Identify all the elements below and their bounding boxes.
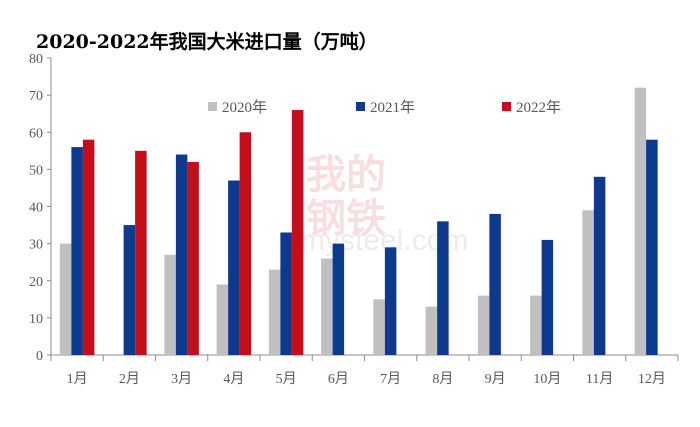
bar-2021年-9月 [489, 213, 501, 355]
x-tick-label: 8月 [432, 371, 453, 387]
bars [59, 87, 658, 355]
legend-label-1: 2021年 [370, 99, 415, 116]
y-tick-label: 50 [29, 163, 43, 178]
bar-2021年-6月 [332, 243, 345, 355]
y-tick-label: 60 [29, 126, 43, 141]
bar-2020年-8月 [425, 306, 438, 355]
tick-labels: 0 10 20 30 40 50 60 70 80 1月 2月 3月 4月 5月 6月 7月 8月 9月 10月 11… [29, 52, 666, 387]
bar-2021年-7月 [384, 247, 397, 355]
bar-2021年-11月 [593, 176, 606, 355]
axes [47, 57, 679, 361]
bar-2021年-5月 [280, 232, 292, 355]
watermark-text-1: 我的 [306, 153, 386, 197]
bar-2020年-11月 [582, 210, 594, 355]
x-tick-label: 2月 [119, 371, 140, 387]
bar-2020年-9月 [477, 295, 490, 355]
bar-2020年-3月 [164, 254, 176, 355]
legend-label-2: 2022年 [516, 99, 561, 116]
y-tick-label: 70 [29, 89, 43, 104]
bar-2022年-5月 [291, 109, 304, 355]
y-tick-label: 40 [29, 201, 43, 216]
legend-swatch-2 [502, 102, 511, 111]
x-tick-label: 9月 [485, 371, 506, 387]
chart-title: 2020-2022年我国大米进口量（万吨） [36, 30, 378, 53]
bar-2020年-12月 [634, 87, 647, 355]
x-tick-label: 10月 [533, 371, 561, 387]
x-tick-label: 4月 [223, 371, 244, 387]
y-tick-label: 20 [29, 275, 43, 290]
y-tick-label: 80 [29, 52, 43, 67]
bar-2021年-12月 [646, 139, 658, 355]
legend: 2020年 2021年 2022年 [208, 99, 561, 116]
watermark-text-2: 钢铁 [306, 197, 386, 241]
bar-2021年-2月 [123, 225, 136, 355]
bar-2020年-10月 [530, 295, 542, 355]
x-tick-label: 12月 [638, 371, 666, 387]
bar-2021年-8月 [437, 221, 449, 355]
bar-2020年-4月 [216, 284, 229, 355]
y-tick-label: 10 [29, 312, 43, 327]
x-tick-label: 11月 [586, 371, 613, 387]
bar-2022年-3月 [187, 161, 199, 355]
x-tick-label: 5月 [276, 371, 297, 387]
bar-2021年-1月 [71, 147, 83, 355]
bar-2021年-4月 [228, 180, 240, 355]
bar-2022年-4月 [239, 132, 252, 355]
legend-swatch-0 [208, 102, 217, 111]
legend-label-0: 2020年 [222, 99, 267, 116]
bar-2021年-10月 [541, 239, 554, 355]
bar-2022年-2月 [135, 150, 147, 355]
x-tick-label: 3月 [171, 371, 192, 387]
legend-swatch-1 [356, 102, 365, 111]
bar-2020年-6月 [321, 258, 333, 355]
y-tick-label: 0 [36, 349, 43, 364]
bar-2020年-5月 [268, 269, 281, 355]
bar-2020年-7月 [373, 299, 385, 355]
y-tick-label: 30 [29, 238, 43, 253]
x-tick-label: 6月 [328, 371, 349, 387]
x-tick-label: 1月 [67, 371, 88, 387]
bar-2022年-1月 [82, 139, 95, 355]
x-tick-label: 7月 [380, 371, 401, 387]
bar-2020年-1月 [59, 243, 72, 355]
bar-2021年-3月 [175, 154, 188, 355]
